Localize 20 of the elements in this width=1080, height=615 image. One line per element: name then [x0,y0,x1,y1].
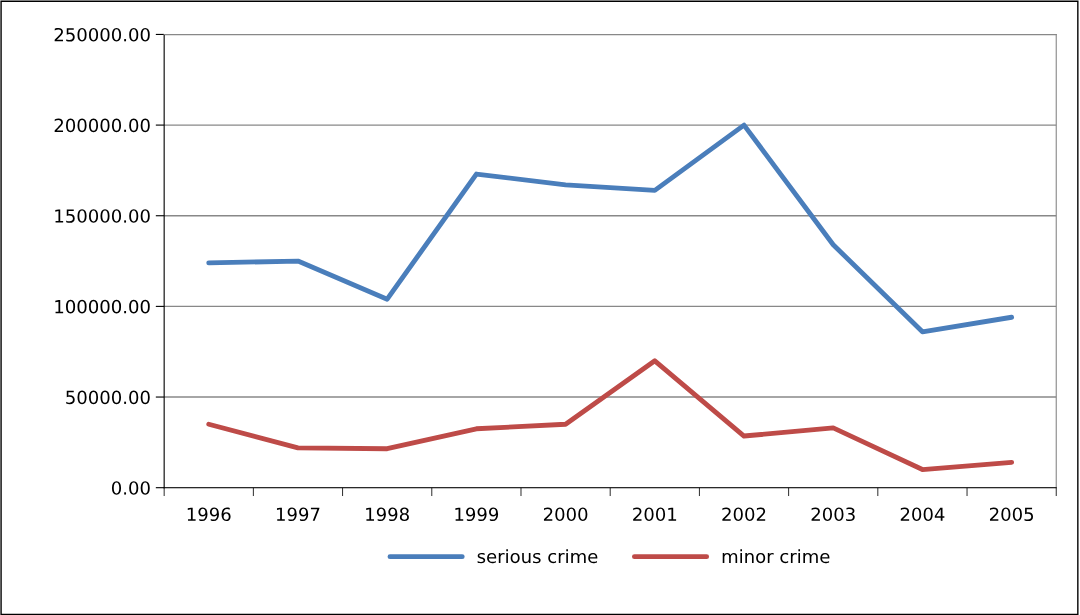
x-tick-label: 2004 [900,507,945,522]
x-tick-label: 1998 [366,507,409,522]
y-tick-label: 250000.00 [54,27,150,42]
x-tick-label: 2000 [543,507,588,522]
x-tick-label: 1999 [455,507,499,522]
x-tick-label: 2001 [633,507,677,522]
line-series [206,358,1015,472]
legend-label: serious crime [477,549,598,564]
x-tick-label: 2002 [722,507,766,522]
line-series [206,122,1015,335]
y-tick-label: 200000.00 [54,118,150,133]
legend-label: minor crime [722,549,830,564]
x-tick-label: 1997 [276,507,320,522]
x-tick-label: 2005 [989,507,1034,522]
y-tick-label: 100000.00 [55,299,150,314]
x-tick-label: 2003 [811,507,855,522]
y-tick-label: 50000.00 [66,390,150,405]
x-tick-label: 1996 [187,507,231,522]
y-tick-label: 150000.00 [55,209,150,223]
y-tick-label: 0.00 [111,481,150,495]
